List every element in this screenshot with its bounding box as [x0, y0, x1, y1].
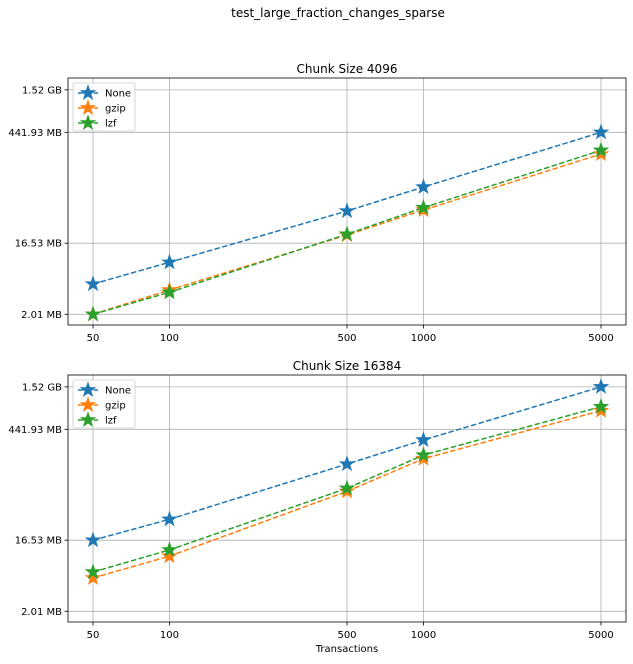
subplot-title: Chunk Size 16384 [293, 359, 402, 373]
y-tick-label: 1.52 GB [22, 85, 62, 96]
data-point-lzf [84, 563, 102, 580]
legend-star-icon [79, 381, 97, 398]
legend-star-icon [79, 114, 97, 131]
data-point-gzip [161, 547, 178, 564]
legend-star-icon [79, 396, 97, 413]
data-point-lzf [84, 305, 102, 322]
data-point-none [415, 431, 432, 448]
subplot-chunk-16384: Chunk Size 16384 Transactions 50 100 500 10… [8, 359, 627, 655]
x-tick-label: 100 [160, 630, 179, 641]
legend: None gzip lzf [72, 379, 136, 429]
data-point-lzf [592, 141, 610, 158]
data-point-none [84, 531, 102, 548]
x-tick-label: 100 [160, 333, 179, 344]
legend: None gzip lzf [72, 82, 136, 132]
y-tick-label: 2.01 MB [21, 607, 62, 618]
data-point-none [338, 202, 356, 219]
data-point-none [161, 510, 178, 527]
legend-label: gzip [105, 401, 126, 412]
x-tick-label: 5000 [588, 333, 613, 344]
subplot-title: Chunk Size 4096 [297, 62, 398, 76]
legend-star-icon [79, 84, 97, 101]
y-tick-label: 441.93 MB [8, 425, 62, 436]
y-tick-label: 1.52 GB [22, 382, 62, 393]
x-axis-label: Transactions [315, 644, 378, 655]
x-tick-label: 50 [87, 630, 100, 641]
legend-star-icon [79, 99, 97, 116]
data-point-none [338, 455, 356, 472]
data-point-gzip [84, 569, 102, 586]
legend-label: lzf [105, 119, 117, 130]
x-tick-label: 500 [337, 333, 356, 344]
data-point-lzf [338, 479, 356, 496]
y-tick-label: 16.53 MB [15, 239, 62, 250]
legend-star-icon [79, 411, 97, 428]
x-tick-label: 5000 [588, 630, 613, 641]
axes-frame [67, 374, 627, 623]
data-point-lzf [161, 541, 178, 557]
data-point-lzf [592, 397, 610, 414]
data-point-lzf [415, 446, 432, 463]
data-point-none [415, 178, 432, 195]
legend-label: lzf [105, 416, 117, 427]
data-point-lzf [415, 198, 432, 215]
y-tick-label: 2.01 MB [21, 310, 62, 321]
y-tick-label: 16.53 MB [15, 536, 62, 547]
legend-label: None [105, 386, 131, 397]
x-tick-label: 1000 [411, 630, 436, 641]
data-point-none [592, 123, 610, 140]
data-point-none [592, 378, 610, 394]
x-tick-label: 500 [337, 630, 356, 641]
data-point-none [161, 253, 178, 270]
x-tick-label: 1000 [411, 333, 436, 344]
data-point-lzf [338, 225, 356, 242]
figure-suptitle: test_large_fraction_changes_sparse [231, 6, 445, 20]
data-point-none [84, 275, 102, 292]
y-tick-label: 441.93 MB [8, 128, 62, 139]
legend-label: gzip [105, 104, 126, 115]
subplot-chunk-4096: Chunk Size 4096 50 100 500 1000 5000 2.01 MB 1… [8, 62, 627, 344]
axes-frame [67, 77, 627, 326]
data-point-lzf [161, 283, 178, 300]
x-tick-label: 50 [87, 333, 100, 344]
series-line-gzip [92, 409, 602, 579]
legend-label: None [105, 89, 131, 100]
series-line-lzf [92, 405, 602, 573]
